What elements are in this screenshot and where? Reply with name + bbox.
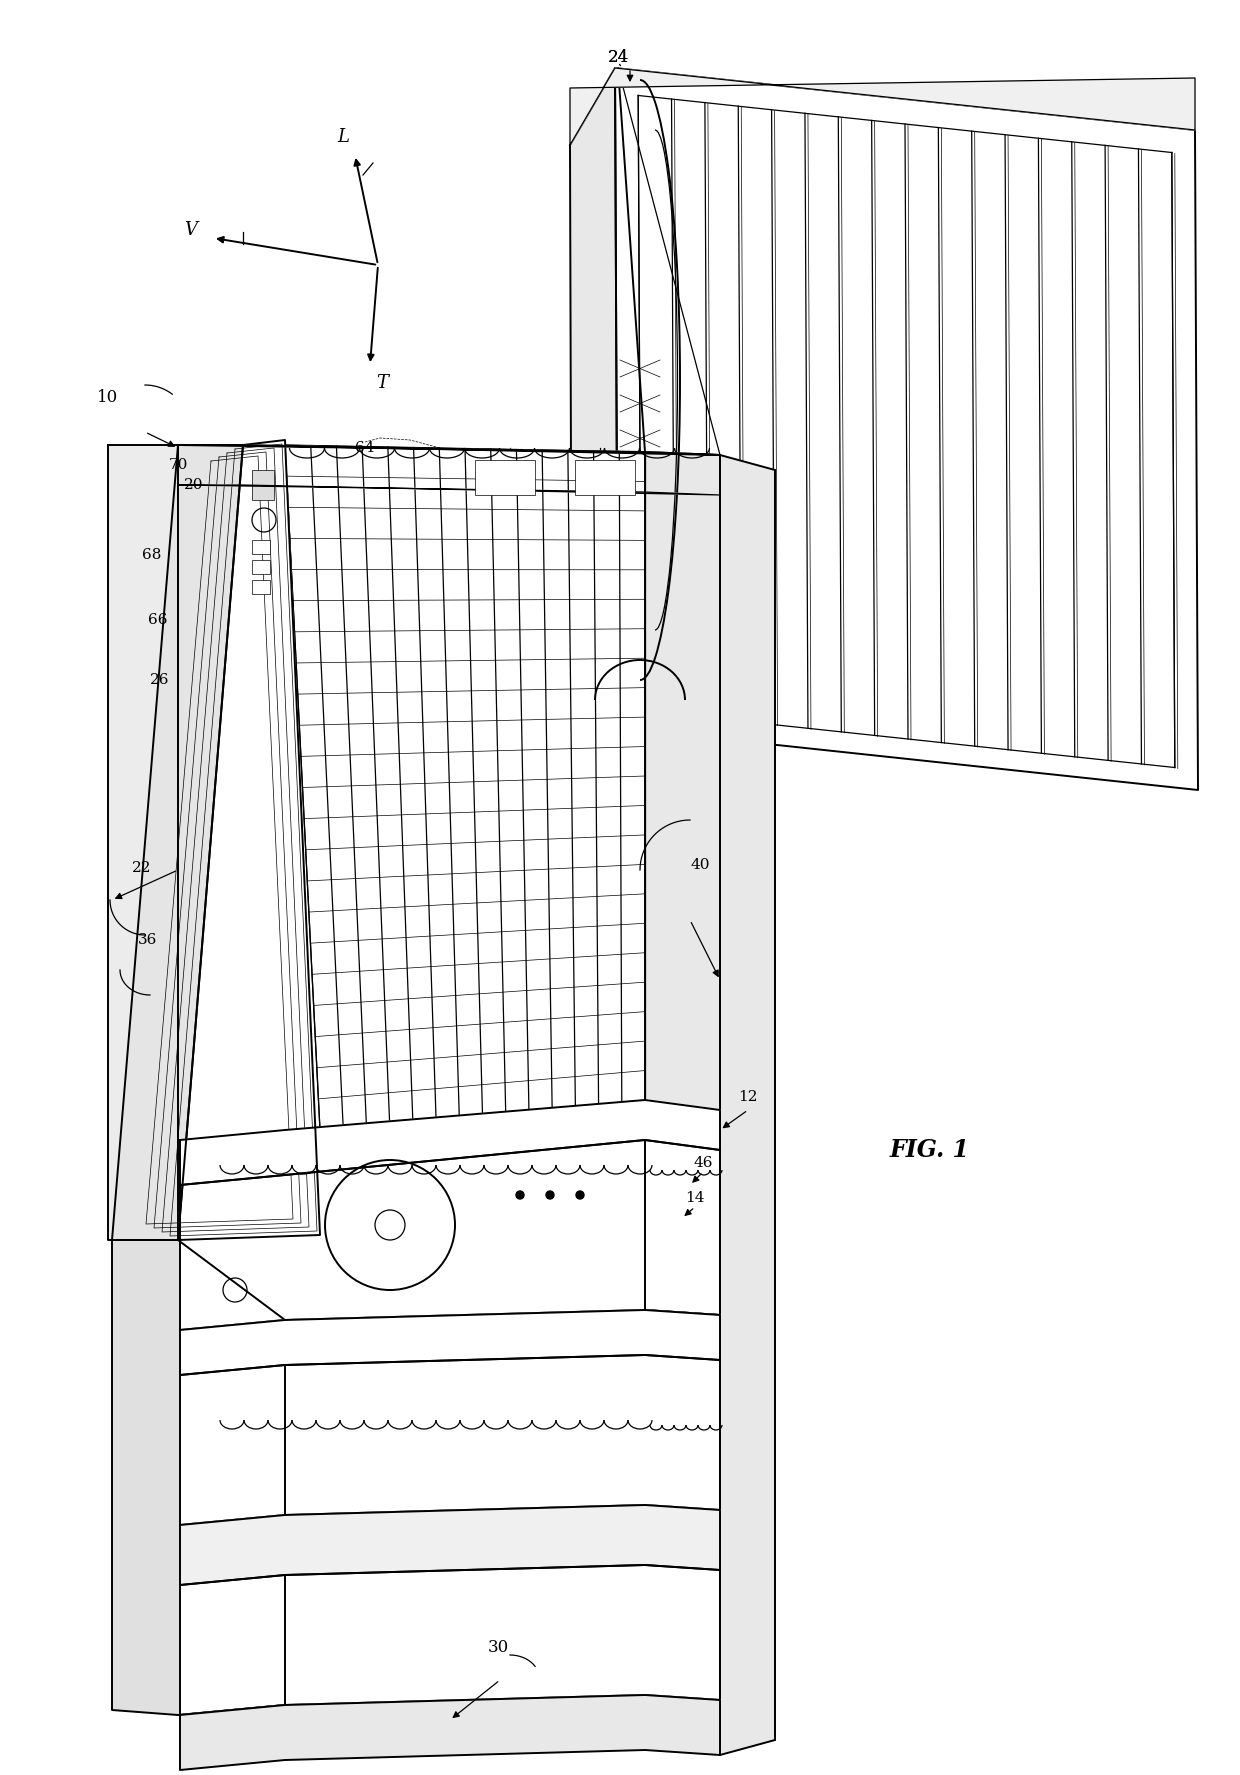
Polygon shape [112, 446, 243, 1241]
Polygon shape [645, 453, 720, 1315]
Text: V: V [185, 222, 197, 240]
Polygon shape [180, 1695, 720, 1770]
Text: 70: 70 [169, 458, 187, 472]
Text: 24: 24 [608, 50, 629, 66]
Polygon shape [108, 446, 179, 1241]
Text: 68: 68 [143, 548, 161, 563]
Polygon shape [162, 447, 309, 1232]
Polygon shape [179, 446, 720, 454]
Text: 46: 46 [693, 1156, 713, 1170]
Polygon shape [180, 1100, 720, 1186]
Polygon shape [179, 440, 320, 1241]
Bar [252, 540, 270, 554]
Text: 40: 40 [691, 857, 709, 872]
Text: FIG. 1: FIG. 1 [890, 1138, 970, 1163]
Polygon shape [154, 453, 301, 1228]
Polygon shape [180, 1310, 720, 1376]
Bar [475, 460, 534, 495]
Polygon shape [180, 1354, 720, 1525]
Text: 14: 14 [686, 1191, 704, 1205]
Text: 30: 30 [487, 1640, 508, 1656]
Bar [252, 559, 270, 573]
Polygon shape [615, 67, 1198, 790]
Polygon shape [570, 67, 1195, 146]
Bar [252, 470, 274, 501]
Polygon shape [720, 454, 775, 1755]
Polygon shape [180, 1566, 720, 1715]
Text: L: L [337, 128, 348, 146]
Polygon shape [179, 485, 720, 495]
Text: 24: 24 [608, 50, 629, 66]
Text: 36: 36 [139, 934, 157, 948]
Text: 20: 20 [185, 477, 203, 492]
Polygon shape [180, 1505, 720, 1585]
Text: 66: 66 [149, 612, 167, 627]
Polygon shape [146, 456, 293, 1225]
Text: 12: 12 [738, 1090, 758, 1104]
Text: T: T [376, 375, 388, 392]
Polygon shape [570, 67, 618, 801]
Circle shape [546, 1191, 554, 1198]
Text: 22: 22 [133, 861, 151, 875]
Circle shape [577, 1191, 584, 1198]
Polygon shape [180, 1140, 720, 1329]
Polygon shape [112, 1241, 285, 1715]
Bar [575, 460, 635, 495]
Circle shape [516, 1191, 525, 1198]
Text: 64: 64 [355, 440, 374, 454]
Polygon shape [170, 444, 317, 1235]
Text: 10: 10 [98, 389, 119, 406]
Bar [252, 580, 270, 595]
Polygon shape [285, 446, 645, 1131]
Text: 26: 26 [150, 673, 170, 687]
